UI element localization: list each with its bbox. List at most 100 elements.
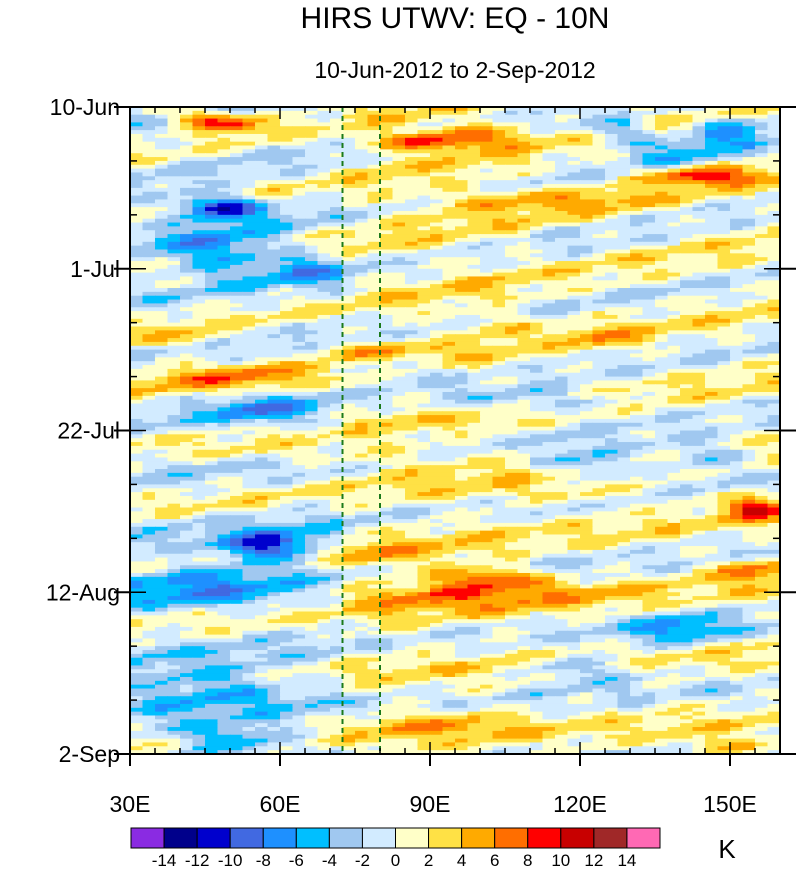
heatmap-cell [717,133,731,139]
heatmap-cell [405,391,419,397]
heatmap-cell [205,203,219,208]
heatmap-cell [167,345,181,351]
heatmap-cell [655,172,669,177]
heatmap-cell [267,114,281,120]
heatmap-cell [430,284,444,289]
heatmap-cell [442,168,456,174]
heatmap-cell [492,349,506,355]
heatmap-cell [180,253,194,258]
heatmap-cell [567,303,581,308]
heatmap-cell [730,107,744,112]
heatmap-cell [155,203,169,208]
heatmap-cell [230,222,244,227]
heatmap-cell [705,334,719,339]
heatmap-cell [417,430,431,435]
heatmap-cell [592,107,606,112]
heatmap-cell [542,426,556,432]
heatmap-cell [667,253,681,258]
heatmap-cell [380,291,394,297]
heatmap-cell [255,395,269,401]
heatmap-cell [217,195,231,201]
heatmap-cell [542,326,556,331]
heatmap-cell [717,295,731,301]
heatmap-cell [530,391,544,397]
heatmap-cell [567,234,581,239]
heatmap-cell [467,137,481,143]
heatmap-cell [217,180,231,185]
heatmap-cell [517,353,531,358]
heatmap-cell [767,365,780,370]
heatmap-cell [567,372,581,378]
heatmap-cell [230,465,244,470]
heatmap-cell [305,187,319,193]
heatmap-cell [755,391,769,397]
heatmap-cell [455,257,469,262]
heatmap-cell [705,172,719,177]
heatmap-cell [555,257,569,262]
heatmap-cell [617,357,631,362]
heatmap-cell [730,130,744,135]
heatmap-cell [217,295,231,301]
heatmap-cell [317,391,331,397]
heatmap-cell [717,230,731,235]
heatmap-cell [755,442,769,447]
heatmap-cell [767,276,780,281]
heatmap-cell [155,157,169,162]
heatmap-cell [305,334,319,339]
heatmap-cell [542,341,556,347]
heatmap-cell [267,107,281,112]
heatmap-cell [267,245,281,251]
heatmap-cell [742,415,756,420]
heatmap-cell [167,469,181,474]
heatmap-cell [717,110,731,116]
heatmap-cell [130,264,144,270]
heatmap-cell [717,284,731,289]
heatmap-cell [667,168,681,174]
heatmap-cell [505,426,519,432]
heatmap-cell [167,399,181,405]
heatmap-cell [405,245,419,251]
heatmap-cell [667,311,681,316]
heatmap-cell [130,230,144,235]
heatmap-cell [705,230,719,235]
heatmap-cell [367,345,381,351]
heatmap-cell [542,268,556,274]
heatmap-cell [655,180,669,185]
heatmap-cell [367,145,381,150]
heatmap-cell [317,407,331,412]
heatmap-cell [142,349,156,355]
heatmap-cell [755,253,769,258]
heatmap-cell [617,107,631,112]
heatmap-cell [355,218,369,224]
heatmap-cell [592,457,606,462]
heatmap-cell [455,110,469,116]
heatmap-cell [355,237,369,243]
heatmap-cell [592,372,606,378]
heatmap-cell [542,126,556,131]
heatmap-cell [130,299,144,305]
heatmap-cell [130,164,144,170]
heatmap-cell [667,465,681,470]
heatmap-cell [480,118,494,123]
heatmap-cell [305,380,319,385]
heatmap-cell [642,384,656,389]
heatmap-cell [430,133,444,139]
heatmap-cell [430,391,444,397]
heatmap-cell [342,160,356,166]
heatmap-cell [217,280,231,285]
heatmap-cell [280,418,294,424]
heatmap-cell [230,114,244,120]
heatmap-cell [617,330,631,335]
heatmap-cell [555,249,569,254]
heatmap-cell [555,191,569,197]
heatmap-cell [155,330,169,335]
heatmap-cell [342,311,356,316]
heatmap-cell [355,184,369,189]
heatmap-cell [142,245,156,251]
heatmap-cell [242,164,256,170]
heatmap-cell [417,253,431,258]
heatmap-cell [692,214,706,220]
heatmap-cell [355,299,369,305]
heatmap-cell [692,399,706,405]
heatmap-cell [142,330,156,335]
